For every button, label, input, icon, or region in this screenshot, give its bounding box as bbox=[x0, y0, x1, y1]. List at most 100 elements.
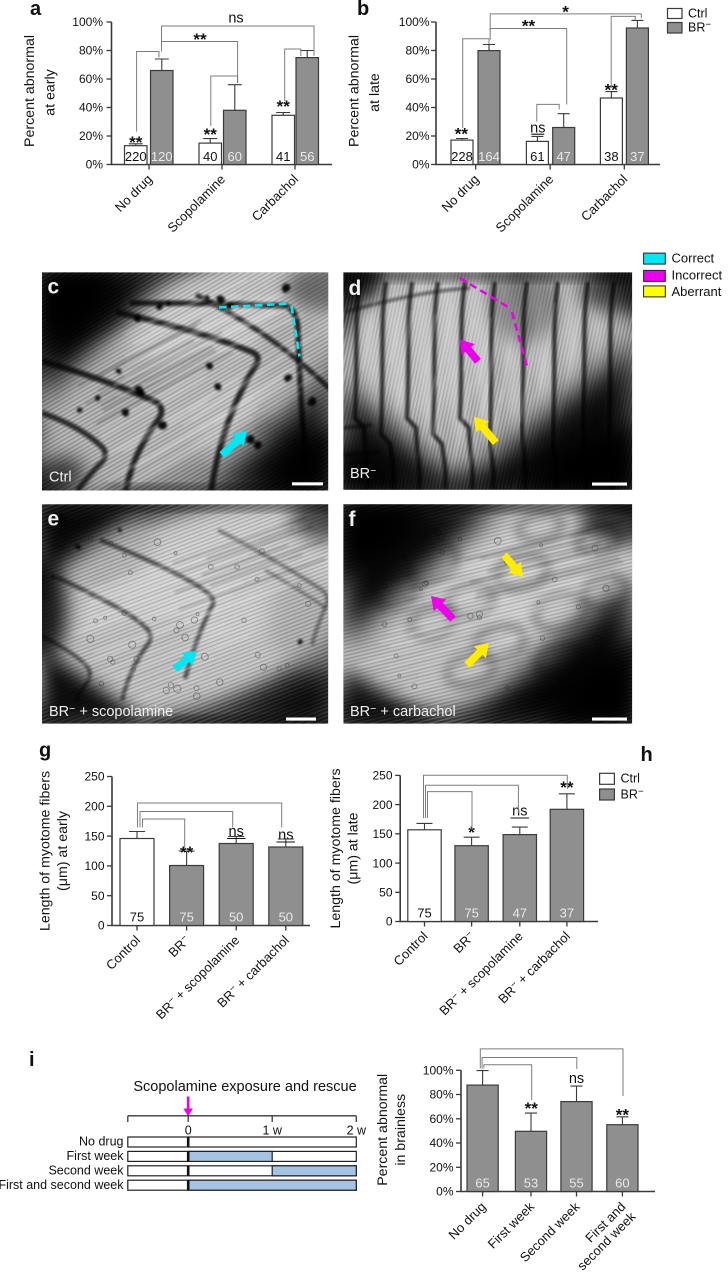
svg-text:Percent abnormal: Percent abnormal bbox=[22, 35, 38, 147]
svg-text:ns: ns bbox=[569, 1071, 584, 1087]
svg-text:(μm) at late: (μm) at late bbox=[346, 812, 362, 884]
svg-text:100%: 100% bbox=[399, 15, 430, 29]
svg-text:Ctrl: Ctrl bbox=[621, 772, 640, 786]
svg-text:80%: 80% bbox=[429, 1088, 453, 1102]
svg-text:20%: 20% bbox=[405, 129, 429, 143]
svg-text:50: 50 bbox=[379, 885, 393, 899]
svg-text:First week: First week bbox=[67, 1149, 125, 1163]
svg-text:**: ** bbox=[525, 1099, 539, 1118]
svg-text:0%: 0% bbox=[86, 158, 104, 172]
svg-text:47: 47 bbox=[556, 149, 570, 164]
svg-text:100%: 100% bbox=[72, 15, 103, 29]
svg-text:100%: 100% bbox=[423, 1064, 454, 1078]
svg-text:**: ** bbox=[193, 30, 207, 49]
svg-text:Percent abnormal: Percent abnormal bbox=[375, 1074, 391, 1186]
svg-text:at early: at early bbox=[43, 68, 59, 115]
svg-text:Ctrl: Ctrl bbox=[688, 7, 707, 21]
svg-text:65: 65 bbox=[475, 1176, 489, 1191]
svg-text:75: 75 bbox=[417, 905, 431, 920]
svg-text:40%: 40% bbox=[429, 1136, 453, 1150]
svg-text:d: d bbox=[349, 277, 362, 300]
svg-text:75: 75 bbox=[130, 909, 144, 924]
svg-text:20%: 20% bbox=[79, 129, 103, 143]
svg-text:60%: 60% bbox=[429, 1112, 453, 1126]
svg-text:f: f bbox=[349, 508, 357, 531]
svg-text:First and second week: First and second week bbox=[0, 1178, 124, 1192]
svg-text:**: ** bbox=[180, 843, 194, 862]
svg-text:50: 50 bbox=[91, 889, 105, 903]
svg-text:**: ** bbox=[277, 97, 291, 116]
svg-text:ns: ns bbox=[228, 11, 243, 27]
svg-text:37: 37 bbox=[630, 149, 644, 164]
svg-text:75: 75 bbox=[179, 909, 193, 924]
svg-text:a: a bbox=[30, 0, 42, 20]
svg-text:0%: 0% bbox=[412, 158, 430, 172]
svg-text:0: 0 bbox=[185, 1124, 192, 1138]
svg-text:55: 55 bbox=[569, 1176, 583, 1191]
svg-text:h: h bbox=[641, 744, 653, 766]
svg-text:Length of myotome fibers: Length of myotome fibers bbox=[328, 768, 344, 928]
svg-text:250: 250 bbox=[84, 770, 104, 784]
svg-text:Second week: Second week bbox=[48, 1163, 124, 1177]
svg-text:40: 40 bbox=[203, 149, 217, 164]
svg-text:**: ** bbox=[204, 125, 218, 144]
svg-text:120: 120 bbox=[151, 149, 173, 164]
svg-text:60%: 60% bbox=[405, 72, 429, 86]
svg-text:No drug: No drug bbox=[79, 1135, 124, 1149]
svg-text:Ctrl: Ctrl bbox=[49, 470, 72, 486]
svg-text:Incorrect: Incorrect bbox=[672, 268, 723, 283]
svg-text:200: 200 bbox=[372, 798, 392, 812]
svg-text:b: b bbox=[357, 0, 369, 20]
svg-text:250: 250 bbox=[372, 769, 392, 783]
svg-text:**: ** bbox=[455, 125, 469, 144]
svg-text:BR−: BR− bbox=[350, 465, 376, 482]
svg-text:0%: 0% bbox=[436, 1185, 454, 1199]
svg-text:100: 100 bbox=[84, 859, 104, 873]
svg-text:60: 60 bbox=[228, 149, 242, 164]
svg-text:**: ** bbox=[616, 1106, 630, 1125]
svg-text:60: 60 bbox=[615, 1176, 629, 1191]
svg-text:Correct: Correct bbox=[672, 251, 715, 266]
svg-text:ns: ns bbox=[229, 824, 244, 840]
svg-text:40%: 40% bbox=[79, 101, 103, 115]
svg-text:(μm) at early: (μm) at early bbox=[55, 810, 71, 891]
svg-text:80%: 80% bbox=[79, 44, 103, 58]
svg-text:ns: ns bbox=[512, 804, 527, 820]
svg-text:228: 228 bbox=[451, 149, 473, 164]
svg-text:41: 41 bbox=[276, 149, 290, 164]
svg-text:47: 47 bbox=[513, 905, 527, 920]
svg-text:150: 150 bbox=[84, 829, 104, 843]
svg-text:*: * bbox=[468, 823, 475, 842]
svg-text:**: ** bbox=[522, 17, 536, 36]
svg-text:0: 0 bbox=[98, 919, 105, 933]
svg-text:50: 50 bbox=[229, 909, 243, 924]
svg-text:BR− + carbachol: BR− + carbachol bbox=[350, 703, 456, 720]
svg-text:ns: ns bbox=[530, 120, 545, 136]
svg-text:50: 50 bbox=[279, 909, 293, 924]
svg-text:0: 0 bbox=[386, 915, 393, 929]
svg-text:53: 53 bbox=[524, 1176, 538, 1191]
svg-text:*: * bbox=[562, 3, 569, 22]
svg-text:100: 100 bbox=[372, 856, 392, 870]
svg-text:in brainless: in brainless bbox=[393, 1094, 409, 1166]
svg-text:220: 220 bbox=[125, 149, 147, 164]
svg-text:40%: 40% bbox=[405, 101, 429, 115]
svg-text:61: 61 bbox=[530, 149, 544, 164]
svg-text:ns: ns bbox=[278, 828, 293, 844]
svg-text:Scopolamine exposure and rescu: Scopolamine exposure and rescue bbox=[133, 1079, 356, 1095]
svg-text:75: 75 bbox=[464, 905, 478, 920]
svg-text:**: ** bbox=[129, 133, 143, 152]
svg-text:e: e bbox=[48, 508, 60, 531]
svg-text:164: 164 bbox=[478, 149, 500, 164]
svg-text:Aberrant: Aberrant bbox=[672, 284, 722, 299]
svg-text:38: 38 bbox=[604, 149, 618, 164]
svg-text:37: 37 bbox=[560, 905, 574, 920]
svg-text:60%: 60% bbox=[79, 72, 103, 86]
svg-text:Length of myotome fibers: Length of myotome fibers bbox=[38, 771, 54, 931]
svg-text:2 w: 2 w bbox=[347, 1124, 367, 1138]
svg-text:g: g bbox=[39, 740, 51, 762]
svg-text:56: 56 bbox=[300, 149, 314, 164]
svg-text:c: c bbox=[48, 276, 60, 299]
svg-text:BR− + scopolamine: BR− + scopolamine bbox=[49, 703, 173, 720]
svg-text:200: 200 bbox=[84, 800, 104, 814]
